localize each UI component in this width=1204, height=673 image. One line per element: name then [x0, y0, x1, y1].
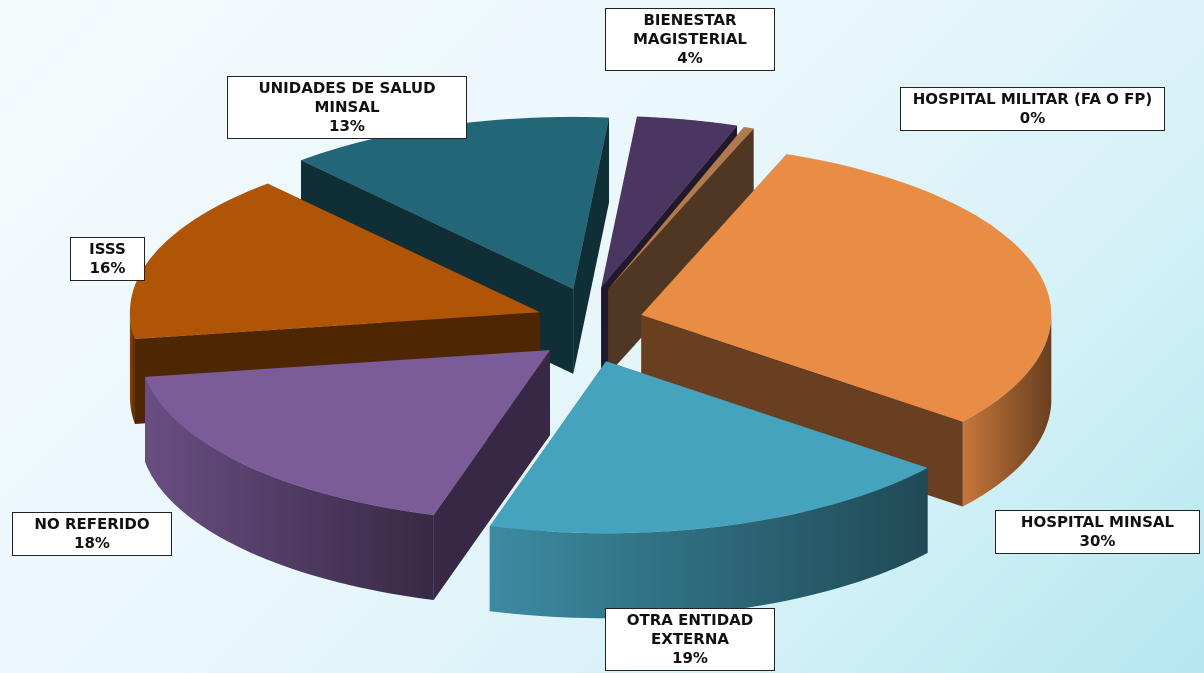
- slice-side: [573, 117, 609, 374]
- data-label: HOSPITAL MILITAR (FA O FP) 0%: [900, 87, 1165, 131]
- label-category: NO REFERIDO: [34, 515, 150, 533]
- label-category: HOSPITAL MILITAR (FA O FP): [912, 90, 1153, 108]
- slice-wall: [129, 312, 135, 424]
- data-label: OTRA ENTIDAD EXTERNA 19%: [605, 608, 775, 671]
- slice: [129, 183, 540, 339]
- data-label: UNIDADES DE SALUD MINSAL 13%: [227, 76, 467, 139]
- label-value: 0%: [1019, 109, 1046, 127]
- label-value: 30%: [1079, 532, 1116, 550]
- slice: [489, 361, 928, 534]
- label-value: 19%: [672, 649, 708, 667]
- data-label: ISSS 16%: [70, 237, 145, 281]
- slice-wall: [962, 314, 1052, 507]
- slice-wall: [489, 467, 928, 619]
- label-category: BIENESTAR MAGISTERIAL: [632, 11, 747, 48]
- label-value: 13%: [329, 117, 365, 135]
- label-value: 16%: [89, 259, 126, 277]
- slice-wall: [145, 376, 434, 600]
- data-label: BIENESTAR MAGISTERIAL 4%: [605, 8, 775, 71]
- label-category: HOSPITAL MINSAL: [1020, 513, 1175, 531]
- label-category: ISSS: [89, 240, 126, 258]
- slice: [145, 350, 550, 515]
- label-value: 18%: [74, 534, 110, 552]
- slice: [608, 127, 754, 290]
- label-value: 4%: [677, 49, 703, 67]
- label-category: OTRA ENTIDAD EXTERNA: [626, 611, 754, 648]
- slice: [301, 116, 609, 289]
- label-category: UNIDADES DE SALUD MINSAL: [258, 79, 436, 116]
- slice: [641, 154, 1052, 422]
- slice: [601, 116, 737, 288]
- data-label: NO REFERIDO 18%: [12, 512, 172, 556]
- data-label: HOSPITAL MINSAL 30%: [995, 510, 1200, 554]
